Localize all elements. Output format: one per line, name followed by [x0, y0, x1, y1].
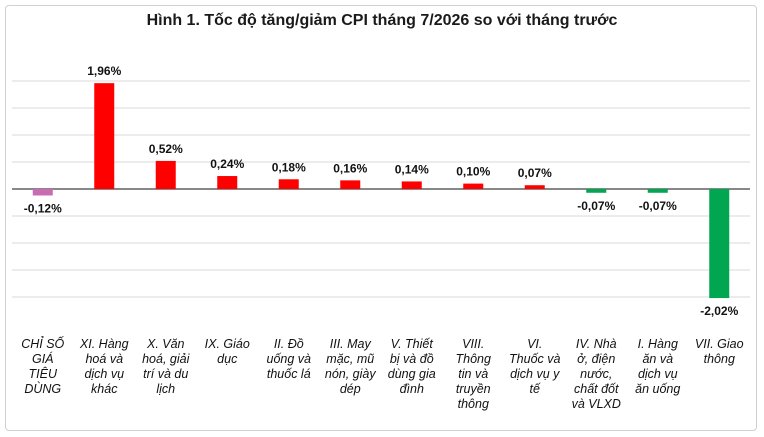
bar: [647, 189, 668, 193]
data-label: 0,24%: [210, 157, 244, 171]
category-label: V. Thiết bị và đồ dùng gia đình: [387, 337, 436, 396]
bar: [155, 160, 176, 189]
data-label: -0,12%: [24, 201, 62, 215]
value-labels: -0,12% 1,96% 0,52% 0,24% 0,18% 0,16% 0,14% 0,10…: [24, 64, 739, 318]
bar: [217, 176, 238, 189]
bar: [340, 180, 361, 189]
bar: [586, 189, 607, 193]
bar: [524, 185, 545, 189]
data-label: 0,18%: [272, 160, 306, 174]
data-label: -0,07%: [577, 199, 615, 213]
data-label: 1,96%: [87, 64, 121, 78]
bar: [463, 183, 484, 189]
category-label: VI. Thuốc và dịch vụ y tế: [509, 337, 561, 396]
category-label: I. Hàng ăn và dịch vụ ăn uống: [635, 337, 681, 396]
data-label: 0,14%: [395, 162, 429, 176]
category-label: VIII. Thông tin và truyền thông: [455, 337, 491, 411]
bar: [278, 179, 299, 189]
data-label: 0,07%: [518, 166, 552, 180]
category-label: X. Văn hoá, giải trí và du lịch: [142, 337, 190, 396]
category-label: II. Đồ uống và thuốc lá: [266, 337, 311, 381]
data-label: 0,16%: [333, 161, 367, 175]
bar: [32, 189, 53, 196]
category-label: VII. Giao thông: [694, 337, 744, 366]
bars: [32, 83, 730, 299]
category-label: XI. Hàng hoá và dịch vụ khác: [79, 337, 129, 396]
bar: [401, 181, 422, 189]
category-label: IX. Giáo dục: [204, 337, 250, 366]
chart-title: Hình 1. Tốc độ tăng/giảm CPI tháng 7/202…: [146, 12, 618, 29]
category-label: III. May mặc, mũ nón, giày dép: [324, 337, 376, 396]
data-label: -2,02%: [700, 304, 738, 318]
data-label: 0,10%: [456, 165, 490, 179]
data-label: -0,07%: [639, 199, 677, 213]
bar: [94, 83, 115, 189]
category-label: IV. Nhà ở, điện nước, chất đốt và VLXD: [571, 337, 621, 411]
bar: [709, 189, 730, 299]
chart-frame: [5, 5, 757, 431]
gridlines: [12, 80, 750, 298]
category-label: CHỈ SỐ GIÁ TIÊU DÙNG: [21, 337, 65, 396]
data-label: 0,52%: [149, 142, 183, 156]
